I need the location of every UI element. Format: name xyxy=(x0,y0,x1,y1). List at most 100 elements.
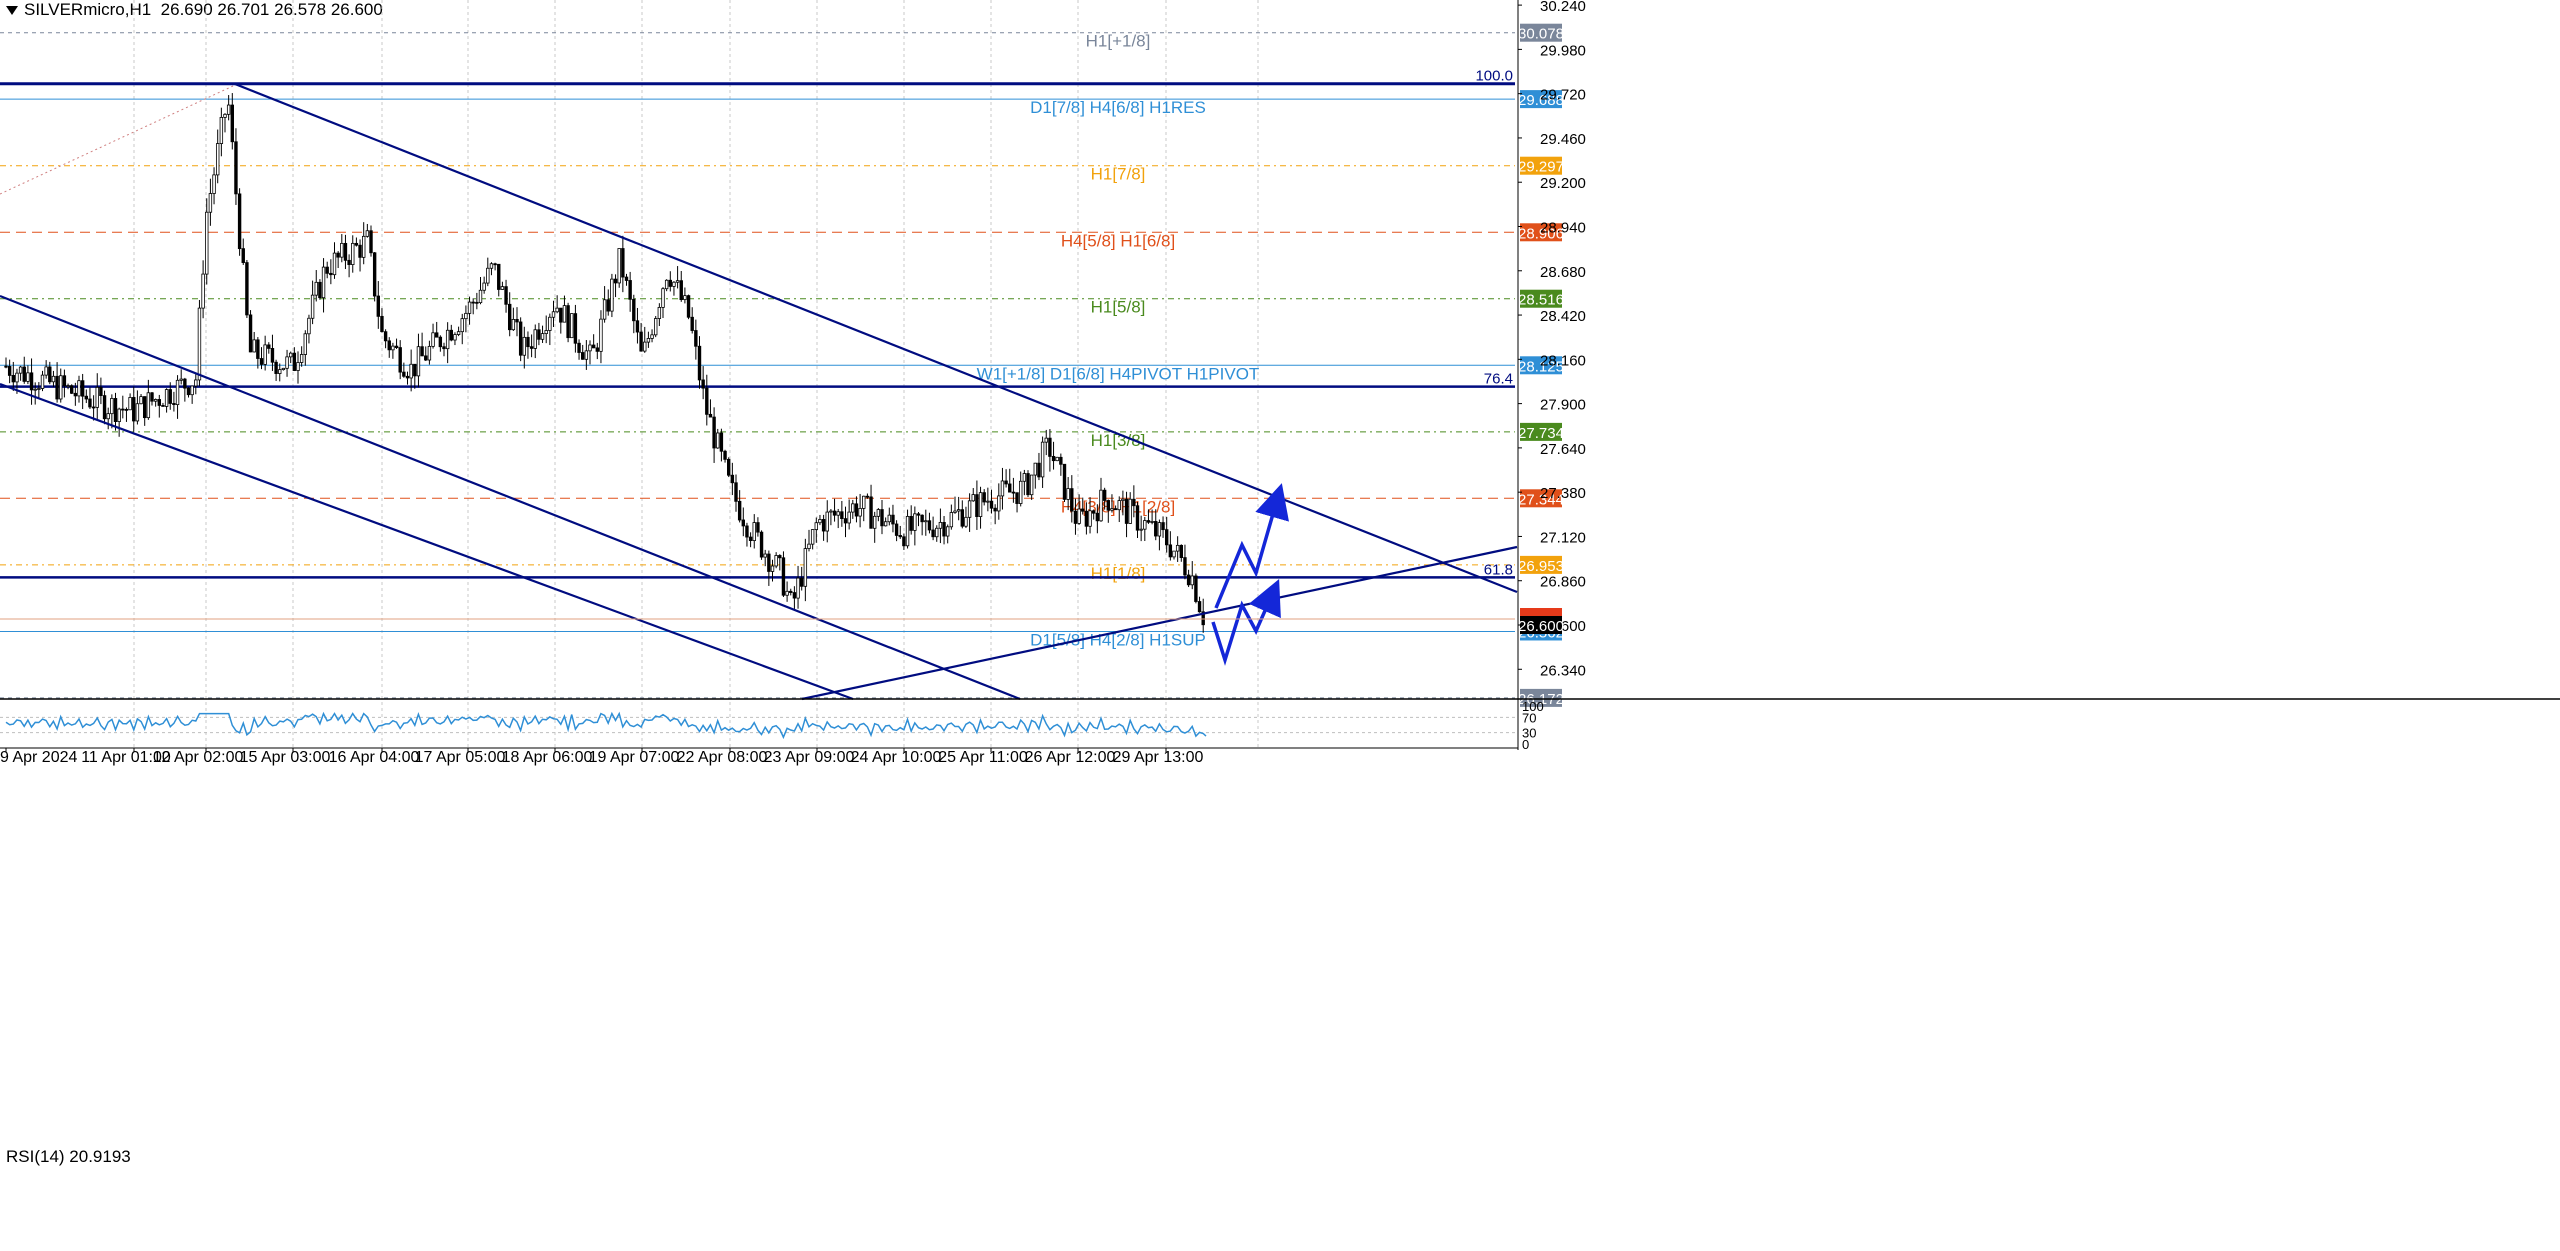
candle-body xyxy=(851,503,855,513)
candle-body xyxy=(927,520,932,531)
candle-body xyxy=(668,279,672,287)
candle-body xyxy=(358,244,362,258)
hidden-price-tag xyxy=(1520,608,1562,619)
candle-body xyxy=(1150,521,1154,523)
candle-body xyxy=(365,230,370,237)
candle-body xyxy=(821,519,826,532)
candle-body xyxy=(409,363,413,379)
candle-body xyxy=(1172,550,1176,558)
candle-body xyxy=(332,252,337,276)
candle-body xyxy=(920,514,924,523)
rsi-axis-label: 100 xyxy=(1522,699,1544,714)
candle-body xyxy=(843,518,848,524)
murrey-levels: H1[+1/8] D1[7/8] H4[6/8] H1RES H1[7/8] H4[5… xyxy=(0,32,1515,699)
candle-body xyxy=(340,242,344,258)
candle-body xyxy=(529,346,534,349)
price-tag xyxy=(1520,688,1562,707)
candle-body xyxy=(248,314,253,353)
candle-body xyxy=(416,346,421,377)
candle-body xyxy=(887,514,891,523)
candle-body xyxy=(420,346,424,357)
candle-body xyxy=(1135,505,1140,531)
candle-body xyxy=(1117,500,1121,511)
candle-body xyxy=(1106,500,1110,511)
candle-body xyxy=(391,345,395,351)
candle-body xyxy=(299,354,304,363)
candle-body xyxy=(347,259,351,265)
candle-body xyxy=(869,496,873,529)
candle-body xyxy=(767,553,771,572)
candle-body xyxy=(1037,462,1041,478)
candle-body xyxy=(997,495,1001,512)
murrey-label: D1[5/8] H4[2/8] H1SUP xyxy=(1030,630,1206,649)
candle-body xyxy=(591,344,596,349)
candle-body xyxy=(1084,510,1089,527)
candle-body xyxy=(482,282,486,291)
candle-body xyxy=(836,511,840,516)
candle-body xyxy=(434,332,439,338)
candle-body xyxy=(22,366,26,382)
candle-body xyxy=(321,266,326,299)
forecast-arrows xyxy=(1211,483,1289,666)
time-tick-label: 17 Apr 05:00 xyxy=(415,749,506,766)
candle-body xyxy=(964,516,968,527)
price-tick-label: 27.380 xyxy=(1540,485,1586,502)
channel-lower-line xyxy=(0,382,854,701)
candle-body xyxy=(336,252,340,258)
candle-body xyxy=(201,273,205,309)
candle-body xyxy=(825,511,829,532)
candle-body xyxy=(905,515,910,547)
candle-body xyxy=(7,366,12,376)
candle-body xyxy=(624,276,629,281)
candle-body xyxy=(215,143,220,176)
candle-body xyxy=(186,387,191,396)
candle-body xyxy=(650,334,654,339)
candle-body xyxy=(518,321,523,356)
candle-body xyxy=(763,553,767,558)
candle-body xyxy=(449,329,453,341)
candle-body xyxy=(1033,462,1037,476)
candle-body xyxy=(891,514,895,525)
fib-level-label: 100.0 xyxy=(1475,67,1513,84)
candle-body xyxy=(117,408,121,422)
candle-body xyxy=(796,577,800,599)
current-price-tag xyxy=(1520,616,1562,635)
candle-body xyxy=(11,375,15,383)
time-tick-label: 18 Apr 06:00 xyxy=(502,749,593,766)
candle-body xyxy=(792,592,797,599)
murrey-label: H1[1/8] xyxy=(1091,564,1146,583)
collapse-triangle-icon[interactable] xyxy=(6,6,18,15)
candle-body xyxy=(110,398,114,415)
candle-body xyxy=(380,315,384,333)
candle-body xyxy=(883,521,888,527)
candle-body xyxy=(1146,520,1151,523)
price-tag xyxy=(1520,356,1562,375)
candle-body xyxy=(493,263,497,266)
price-tick-label: 26.860 xyxy=(1540,574,1586,591)
candle-body xyxy=(18,366,23,374)
price-tick-label: 29.720 xyxy=(1540,87,1586,104)
candle-body xyxy=(511,319,516,331)
candle-body xyxy=(95,387,99,408)
chart-header: SILVERmicro,H1 26.690 26.701 26.578 26.6… xyxy=(6,0,383,20)
candle-body xyxy=(230,104,234,143)
rsi-axis-label: 0 xyxy=(1522,737,1529,752)
candle-body xyxy=(697,345,702,381)
time-tick-label: 16 Apr 04:00 xyxy=(329,749,420,766)
candle-body xyxy=(741,519,745,527)
candle-body xyxy=(194,379,198,387)
candle-body xyxy=(288,352,293,358)
channel-upper-line xyxy=(234,82,1518,594)
candle-body xyxy=(935,527,939,538)
trendlines[interactable] xyxy=(0,82,1518,701)
candle-body xyxy=(854,503,859,517)
candle-body xyxy=(1040,441,1045,478)
candle-body xyxy=(1026,473,1030,496)
candle-body xyxy=(361,235,366,258)
price-tag xyxy=(1520,489,1562,508)
candle-body xyxy=(146,392,151,419)
price-tag-label: 27.344 xyxy=(1518,491,1564,508)
candle-body xyxy=(781,557,786,596)
